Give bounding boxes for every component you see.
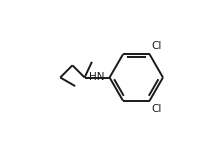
Text: HN: HN — [89, 73, 104, 82]
Text: Cl: Cl — [152, 41, 162, 51]
Text: Cl: Cl — [152, 104, 162, 114]
